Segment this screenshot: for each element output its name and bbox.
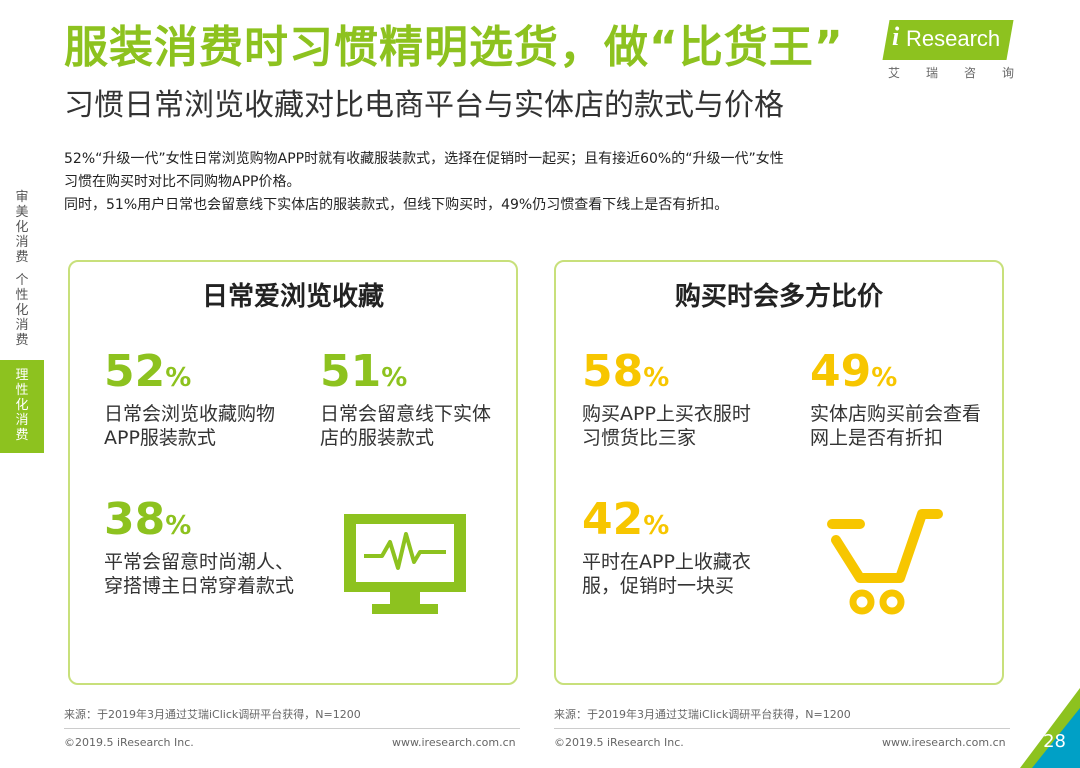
left-panel-title: 日常爱浏览收藏 <box>201 282 384 312</box>
stat-value: 42 <box>582 494 644 545</box>
source-note-right: 来源：于2019年3月通过艾瑞iClick调研平台获得，N=1200 <box>554 708 851 721</box>
description-line: 同时，51%用户日常也会留意线下实体店的服装款式，但线下购买时，49%仍习惯查看… <box>64 197 729 213</box>
page-number: 28 <box>1043 731 1066 752</box>
stat-value: 52 <box>104 346 166 397</box>
left-panel: 日常爱浏览收藏 52% 日常会浏览收藏购物 APP服装款式 51% 日常会留意线… <box>68 260 518 685</box>
description-line: 习惯在购买时对比不同购物APP价格。 <box>64 174 301 190</box>
stat-block: 42% 平时在APP上收藏衣 服，促销时一块买 <box>582 494 751 598</box>
right-panel: 购买时会多方比价 58% 购买APP上买衣服时 习惯货比三家 49% 实体店购买… <box>554 260 1004 685</box>
description: 52%“升级一代”女性日常浏览购物APP时就有收藏服装款式，选择在促销时一起买；… <box>64 148 1024 217</box>
stat-value: 51 <box>320 346 382 397</box>
section-sidebar: 审 美 化 消 费 个 性 化 消 费 理 性 化 消 费 <box>0 186 44 453</box>
sidebar-item-rational[interactable]: 理 性 化 消 费 <box>0 360 44 453</box>
copyright-right: ©2019.5 iResearch Inc. <box>554 736 684 749</box>
description-line: 52%“升级一代”女性日常浏览购物APP时就有收藏服装款式，选择在促销时一起买；… <box>64 151 784 167</box>
website-link-left[interactable]: www.iresearch.com.cn <box>392 736 516 749</box>
stat-value: 58 <box>582 346 644 397</box>
page-title: 服装消费时习惯精明选货，做“比货王” <box>64 22 844 73</box>
page-subtitle: 习惯日常浏览收藏对比电商平台与实体店的款式与价格 <box>64 88 784 123</box>
footer-divider <box>64 728 520 729</box>
monitor-pulse-icon <box>344 514 466 614</box>
stat-block: 49% 实体店购买前会查看 网上是否有折扣 <box>810 346 982 450</box>
copyright-left: ©2019.5 iResearch Inc. <box>64 736 194 749</box>
sidebar-item-aesthetic[interactable]: 审 美 化 消 费 <box>15 190 29 265</box>
stat-block: 58% 购买APP上买衣服时 习惯货比三家 <box>582 346 751 450</box>
stat-block: 52% 日常会浏览收藏购物 APP服装款式 <box>104 346 276 450</box>
right-panel-title: 购买时会多方比价 <box>674 282 883 312</box>
stat-block: 38% 平常会留意时尚潮人、 穿搭博主日常穿着款式 <box>104 494 295 598</box>
stat-value: 49 <box>810 346 872 397</box>
corner-decoration <box>1020 688 1080 768</box>
stat-block: 51% 日常会留意线下实体 店的服装款式 <box>320 346 492 450</box>
shopping-cart-icon <box>827 509 943 615</box>
sidebar-item-personalized[interactable]: 个 性 化 消 费 <box>15 273 29 348</box>
stat-value: 38 <box>104 494 166 545</box>
footer-divider <box>554 728 1010 729</box>
iresearch-logo: i Research 艾 瑞 咨 询 <box>880 20 1015 84</box>
website-link-right[interactable]: www.iresearch.com.cn <box>882 736 1006 749</box>
source-note-left: 来源：于2019年3月通过艾瑞iClick调研平台获得，N=1200 <box>64 708 361 721</box>
